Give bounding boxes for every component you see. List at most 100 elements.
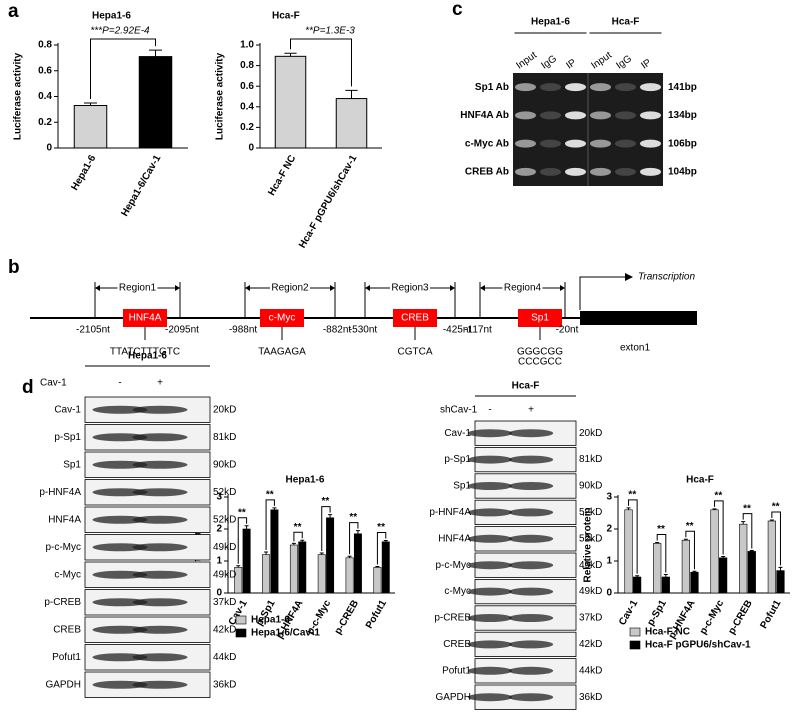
protein-size: 42kD — [213, 624, 236, 635]
protein-size: 36kD — [579, 692, 602, 703]
bar — [326, 517, 335, 594]
error-bar — [626, 507, 631, 510]
blot-band — [132, 598, 188, 607]
error-bar — [375, 565, 380, 568]
x-tick-label: p-CREB — [333, 598, 361, 636]
blot-band — [508, 429, 554, 438]
significance-bracket — [771, 511, 781, 566]
protein-label: c-Myc — [444, 586, 471, 597]
blot-cell: Hepa1-6 — [128, 351, 167, 362]
legend-swatch — [629, 640, 641, 650]
bar — [661, 576, 670, 594]
gel-band — [565, 83, 586, 92]
protein-size: 90kD — [213, 459, 236, 470]
gel-band — [615, 167, 636, 176]
protein-size: 37kD — [213, 597, 236, 608]
site-start: -2105nt — [76, 325, 110, 336]
error-bar — [355, 530, 360, 534]
protein-size: 52kD — [579, 507, 602, 518]
bar — [710, 509, 719, 594]
gel-band — [565, 111, 586, 120]
blot-band — [508, 508, 554, 517]
error-bar — [319, 552, 324, 555]
protein-size: 52kD — [213, 487, 236, 498]
site-end: -425nt — [443, 325, 472, 336]
y-tick-label: 3 — [606, 492, 612, 503]
transcription-label: Transcription — [638, 272, 695, 283]
y-tick-label: 1 — [216, 556, 222, 567]
blot-band — [508, 666, 554, 675]
y-tick-label: 2 — [216, 524, 222, 535]
blot-cell: Hca-F — [512, 381, 540, 392]
blot-band — [92, 515, 148, 524]
blot-band — [467, 666, 513, 675]
error-bar — [721, 556, 726, 558]
significance-bracket — [376, 532, 387, 565]
significance: ** — [294, 522, 302, 533]
bar — [242, 528, 251, 594]
significance: ** — [772, 502, 780, 513]
region-label-bg — [502, 283, 543, 293]
blot-band — [92, 680, 148, 689]
x-tick-label: Pofut1 — [758, 598, 783, 631]
protein-size: 52kD — [579, 533, 602, 544]
blot-band — [467, 429, 513, 438]
y-tick-label: 0.2 — [38, 117, 52, 128]
error-bar — [741, 521, 746, 525]
significance-bracket — [237, 517, 248, 564]
binding-site — [260, 309, 304, 327]
blot-band — [132, 515, 188, 524]
bar — [289, 544, 298, 594]
gel-band — [590, 139, 611, 148]
protein-label: Sp1 — [453, 481, 471, 492]
error-bar — [300, 539, 305, 542]
gel-band — [515, 167, 536, 176]
site-end: -2095nt — [165, 325, 199, 336]
site-sequence: GGGCGG — [517, 347, 563, 358]
legend-label: Hca-F pGPU6/shCav-1 — [645, 640, 751, 651]
significance-bracket — [90, 38, 156, 99]
exon-box — [580, 311, 697, 325]
y-tick-label: 0.8 — [38, 40, 52, 51]
blot-band — [132, 460, 188, 469]
y-tick-label: 0.4 — [38, 91, 52, 102]
significance-bracket — [290, 38, 352, 87]
blot-band — [132, 405, 188, 414]
blot-band — [467, 614, 513, 622]
protein-size: 44kD — [213, 652, 236, 663]
error-bar — [272, 507, 277, 510]
x-tick-label: Hepa1-6 — [69, 153, 98, 193]
protein-label: Cav-1 — [54, 404, 81, 415]
chart-title: Hca-F — [272, 11, 300, 22]
y-axis-label: Relative protein — [583, 507, 594, 582]
bar — [274, 55, 307, 149]
protein-label: c-Myc — [54, 569, 81, 580]
band-size: 104bp — [668, 167, 697, 178]
chart-title: Hepa1-6 — [92, 11, 131, 22]
bar — [690, 571, 699, 594]
blot-band — [467, 693, 513, 702]
blot-band — [92, 598, 148, 607]
chart-title: Hepa1-6 — [286, 475, 325, 486]
lane-label: Input — [514, 50, 539, 72]
chart-title: Hca-F — [686, 475, 714, 486]
bar — [776, 570, 785, 594]
gel-band — [590, 111, 611, 120]
protein-size: 42kD — [579, 639, 602, 650]
significance-bracket — [714, 500, 724, 555]
arrow-head — [625, 273, 633, 281]
error-bar — [149, 49, 162, 57]
protein-label: Cav-1 — [444, 428, 471, 439]
lane-label: Input — [589, 50, 614, 72]
gel-band — [515, 139, 536, 148]
site-label: CREB — [401, 313, 429, 324]
gel-band — [590, 167, 611, 176]
bar — [335, 98, 368, 149]
protein-size: 49kD — [579, 560, 602, 571]
lane-label: IP — [564, 57, 578, 72]
transcription-arrow — [579, 276, 625, 310]
band-size: 141bp — [668, 82, 697, 93]
bar — [381, 541, 390, 594]
error-bar — [264, 551, 269, 555]
protein-label: p-Sp1 — [54, 432, 81, 443]
